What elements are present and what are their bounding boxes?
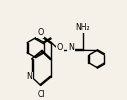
Text: Cl: Cl	[37, 90, 45, 99]
Text: N: N	[68, 43, 74, 52]
Text: N: N	[26, 72, 32, 81]
Text: O: O	[37, 28, 43, 37]
Text: O: O	[57, 43, 63, 52]
Text: NH₂: NH₂	[76, 23, 90, 32]
